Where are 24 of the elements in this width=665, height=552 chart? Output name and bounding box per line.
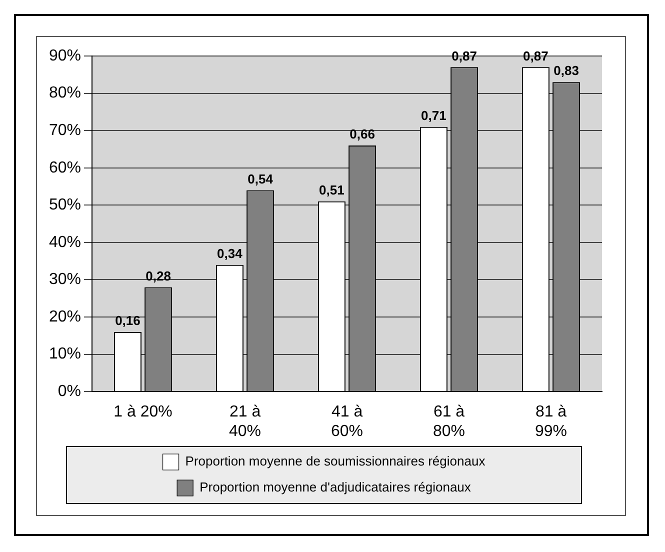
y-tick-label: 90% — [48, 47, 82, 64]
y-tick-label: 40% — [48, 234, 82, 251]
data-label: 0,83 — [554, 63, 579, 78]
x-tick-label: 81 à 99% — [534, 404, 568, 440]
x-tick-label: 21 à 40% — [229, 404, 262, 440]
data-label: 0,71 — [421, 108, 446, 123]
y-tick-label: 50% — [48, 196, 82, 214]
y-tick-label: 30% — [48, 271, 82, 288]
data-label: 0,16 — [115, 313, 140, 328]
x-tick-label: 1 à 20% — [114, 404, 172, 421]
y-tick-label: 70% — [48, 122, 82, 139]
legend-label: Proportion moyenne d'adjudicataires régionaux — [200, 480, 472, 495]
data-label: 0,34 — [217, 246, 244, 261]
x-tick-label: 61 à 80% — [432, 404, 466, 440]
y-tick-label: 80% — [48, 84, 82, 102]
x-tick-label: 41 à 60% — [330, 404, 364, 440]
y-tick-label: 60% — [48, 159, 82, 176]
y-tick-label: 0% — [58, 383, 82, 400]
legend-label: Proportion moyenne de soumissionnaires régionaux — [185, 454, 486, 469]
data-label: 0,51 — [319, 182, 344, 198]
y-tick-label: 10% — [48, 346, 82, 363]
data-label: 0,66 — [350, 126, 375, 142]
data-label: 0,54 — [248, 171, 274, 186]
y-tick-label: 20% — [48, 308, 82, 326]
